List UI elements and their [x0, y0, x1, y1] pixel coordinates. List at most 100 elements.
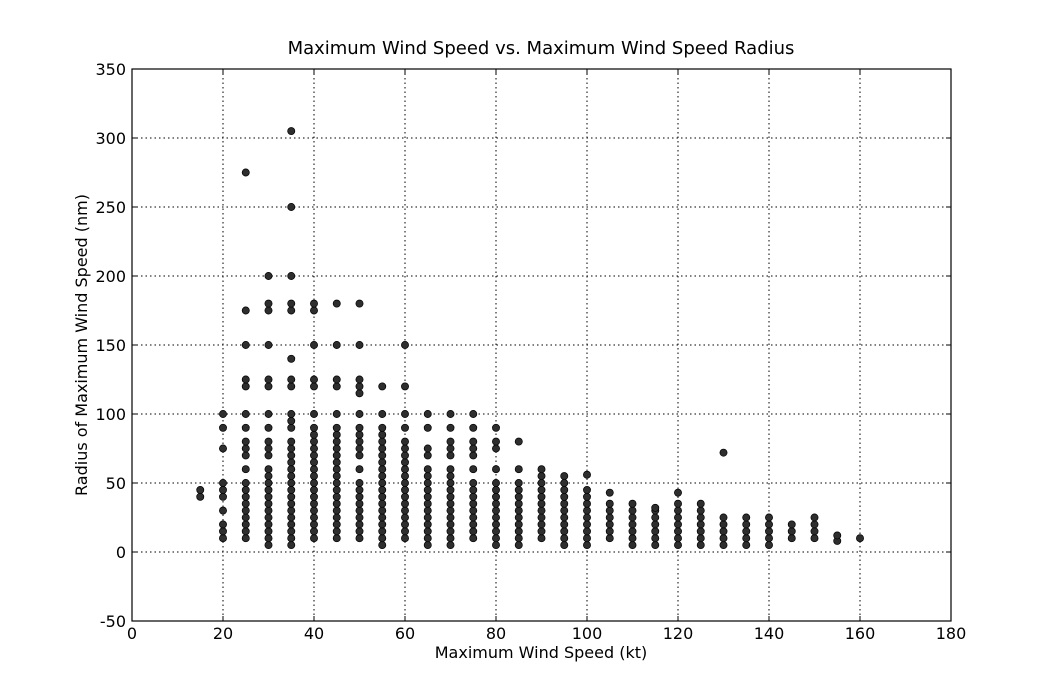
scatter-point	[401, 472, 409, 481]
scatter-point	[355, 527, 364, 536]
scatter-point	[514, 465, 523, 474]
scatter-point	[241, 437, 250, 446]
scatter-point	[651, 534, 660, 543]
y-tick-label: 150	[95, 336, 126, 355]
scatter-point	[765, 541, 773, 550]
scatter-point	[332, 465, 341, 474]
scatter-point	[628, 499, 637, 508]
scatter-point	[605, 499, 614, 508]
data-points	[196, 127, 864, 550]
scatter-point	[264, 423, 273, 432]
scatter-point	[742, 527, 751, 536]
scatter-point	[264, 520, 273, 529]
scatter-point	[742, 541, 751, 550]
scatter-point	[446, 423, 455, 432]
scatter-point	[537, 465, 546, 474]
scatter-point	[287, 541, 296, 550]
scatter-point	[378, 465, 387, 474]
scatter-point	[401, 479, 409, 487]
scatter-point	[423, 527, 432, 536]
scatter-point	[628, 534, 637, 543]
chart-title: Maximum Wind Speed vs. Maximum Wind Spee…	[288, 38, 795, 59]
scatter-point	[674, 527, 682, 536]
scatter-point	[401, 520, 409, 529]
scatter-point	[423, 520, 432, 529]
scatter-point	[514, 506, 523, 515]
scatter-point	[469, 437, 478, 446]
scatter-point	[742, 520, 751, 529]
scatter-point	[287, 306, 296, 315]
scatter-point	[469, 423, 478, 432]
scatter-point	[401, 410, 409, 418]
scatter-point	[241, 410, 250, 418]
scatter-point	[674, 520, 682, 529]
scatter-point	[332, 382, 341, 391]
scatter-point	[401, 444, 409, 453]
scatter-point	[355, 499, 364, 508]
scatter-point	[810, 527, 819, 536]
scatter-point	[560, 499, 569, 508]
scatter-point	[469, 520, 478, 529]
scatter-point	[264, 465, 273, 474]
scatter-point	[674, 541, 682, 550]
scatter-point	[514, 485, 523, 494]
scatter-point	[492, 492, 500, 501]
scatter-point	[787, 527, 796, 536]
scatter-point	[492, 527, 500, 536]
scatter-point	[287, 127, 296, 136]
scatter-point	[310, 437, 318, 446]
scatter-point	[287, 520, 296, 529]
scatter-point	[378, 492, 387, 501]
scatter-point	[264, 451, 273, 460]
scatter-point	[446, 520, 455, 529]
scatter-point	[287, 499, 296, 508]
scatter-point	[355, 375, 364, 384]
scatter-point	[696, 506, 705, 515]
scatter-point	[287, 506, 296, 515]
scatter-point	[401, 492, 409, 501]
scatter-point	[605, 513, 614, 522]
scatter-point	[719, 534, 728, 543]
scatter-point	[492, 520, 500, 529]
scatter-point	[332, 499, 341, 508]
scatter-point	[241, 423, 250, 432]
scatter-point	[241, 506, 250, 515]
y-tick-label: 200	[95, 267, 126, 286]
scatter-point	[583, 492, 591, 501]
scatter-point	[310, 506, 318, 515]
scatter-point	[560, 485, 569, 494]
scatter-point	[219, 479, 227, 487]
scatter-point	[423, 534, 432, 543]
scatter-point	[310, 458, 318, 467]
scatter-point	[241, 375, 250, 384]
scatter-point	[310, 527, 318, 536]
scatter-point	[310, 430, 318, 439]
scatter-point	[401, 499, 409, 508]
scatter-point	[264, 306, 273, 315]
scatter-point	[446, 451, 455, 460]
scatter-point	[560, 492, 569, 501]
scatter-point	[719, 527, 728, 536]
scatter-point	[514, 513, 523, 522]
scatter-point	[674, 488, 682, 497]
scatter-point	[378, 472, 387, 481]
scatter-point	[264, 527, 273, 536]
y-tick-label: 250	[95, 198, 126, 217]
scatter-point	[219, 527, 227, 536]
scatter-point	[287, 410, 296, 418]
scatter-point	[514, 437, 523, 446]
x-tick-label: 80	[486, 624, 506, 643]
scatter-point	[310, 465, 318, 474]
scatter-point	[469, 492, 478, 501]
scatter-point	[310, 520, 318, 529]
scatter-point	[287, 472, 296, 481]
scatter-point	[241, 451, 250, 460]
scatter-point	[264, 479, 273, 487]
scatter-point	[514, 541, 523, 550]
scatter-point	[401, 451, 409, 460]
scatter-point	[332, 299, 341, 308]
scatter-point	[651, 520, 660, 529]
scatter-point	[696, 541, 705, 550]
scatter-point	[264, 272, 273, 280]
scatter-point	[423, 513, 432, 522]
